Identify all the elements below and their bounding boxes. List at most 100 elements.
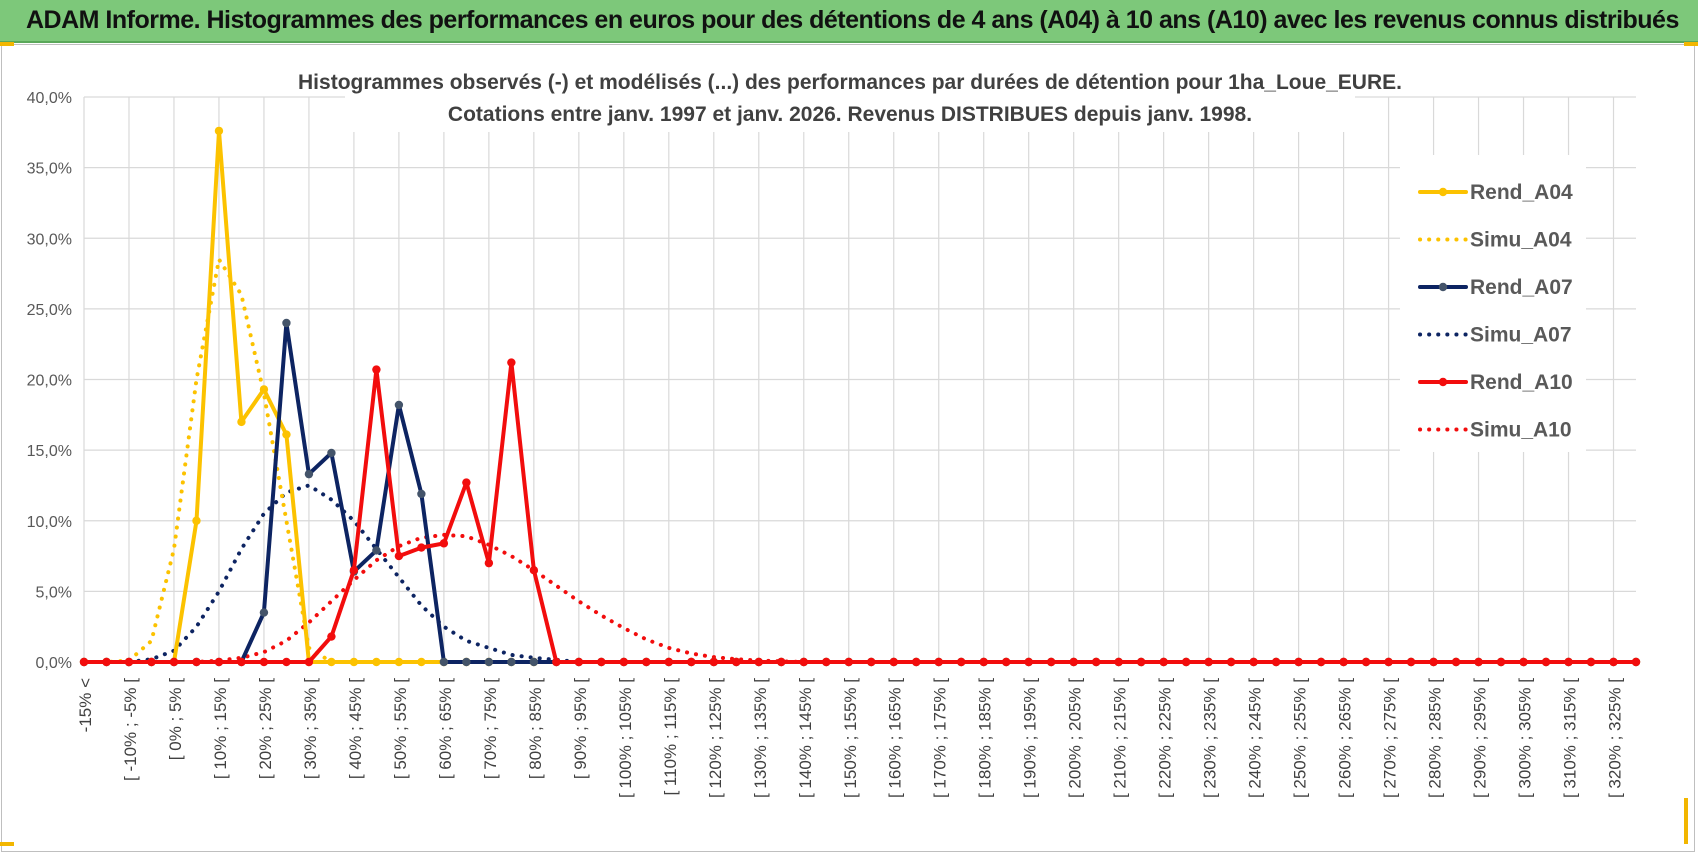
x-tick-label: [ 20% ; 25% [ bbox=[256, 678, 275, 779]
legend-label: Simu_A10 bbox=[1470, 419, 1572, 442]
data-point-rend-a04 bbox=[259, 385, 269, 394]
data-point-rend-a10 bbox=[169, 657, 179, 667]
data-point-rend-a10 bbox=[1519, 657, 1528, 667]
data-point-rend-a07 bbox=[439, 657, 449, 667]
data-point-rend-a10 bbox=[1631, 657, 1641, 667]
data-point-rend-a07 bbox=[529, 657, 539, 667]
data-point-rend-a10 bbox=[282, 657, 291, 667]
x-tick-label: [ 100% ; 105% [ bbox=[616, 678, 635, 798]
data-point-rend-a10 bbox=[1429, 657, 1438, 667]
data-point-rend-a10 bbox=[1271, 657, 1281, 667]
data-point-rend-a10 bbox=[1181, 657, 1191, 667]
data-point-rend-a07 bbox=[462, 657, 471, 667]
data-point-rend-a10 bbox=[1069, 657, 1078, 667]
data-point-rend-a10 bbox=[732, 657, 741, 667]
data-point-rend-a10 bbox=[574, 657, 584, 667]
data-point-rend-a10 bbox=[439, 539, 449, 548]
data-point-rend-a07 bbox=[484, 657, 494, 667]
data-point-rend-a10 bbox=[754, 657, 763, 667]
data-point-rend-a10 bbox=[1474, 657, 1483, 667]
data-point-rend-a10 bbox=[1541, 657, 1551, 667]
y-tick-label: 0,0% bbox=[36, 655, 72, 672]
x-tick-label: [ 320% ; 325% [ bbox=[1606, 678, 1625, 798]
data-point-rend-a10 bbox=[1226, 657, 1236, 667]
y-tick-label: 15,0% bbox=[27, 443, 72, 460]
data-point-rend-a10 bbox=[1609, 657, 1618, 667]
chart-title-background bbox=[345, 64, 1355, 132]
data-point-rend-a10 bbox=[1204, 657, 1213, 667]
chart-legend: Rend_A04 Simu_A04 Rend_A07 Simu_A07 Rend_A10… bbox=[1418, 181, 1573, 442]
data-point-rend-a04 bbox=[214, 126, 224, 136]
data-point-rend-a10 bbox=[1339, 657, 1348, 667]
x-tick-label: [ 10% ; 15% [ bbox=[211, 678, 230, 779]
data-point-rend-a04 bbox=[192, 516, 201, 525]
data-point-rend-a10 bbox=[709, 657, 718, 667]
x-tick-label: [ 80% ; 85% [ bbox=[526, 678, 545, 779]
data-point-rend-a10 bbox=[597, 657, 606, 667]
data-point-rend-a10 bbox=[1361, 657, 1371, 667]
data-point-rend-a10 bbox=[687, 657, 696, 667]
data-point-rend-a10 bbox=[1406, 657, 1416, 667]
chart-series bbox=[79, 126, 1641, 667]
data-point-rend-a10 bbox=[822, 657, 831, 667]
data-point-rend-a10 bbox=[1316, 657, 1326, 667]
y-tick-label: 30,0% bbox=[27, 231, 72, 248]
data-point-rend-a04 bbox=[282, 430, 291, 439]
x-tick-label: [ 180% ; 185% [ bbox=[976, 678, 995, 798]
data-point-rend-a10 bbox=[642, 657, 651, 667]
series-line-simu-a10 bbox=[82, 532, 1638, 664]
legend-label: Rend_A10 bbox=[1470, 371, 1573, 394]
data-point-rend-a10 bbox=[394, 551, 404, 561]
data-point-rend-a07 bbox=[417, 489, 426, 499]
chart-frame bbox=[1, 44, 1695, 852]
data-point-rend-a10 bbox=[1002, 657, 1011, 667]
data-point-rend-a10 bbox=[664, 657, 674, 667]
data-point-rend-a04 bbox=[327, 657, 336, 667]
data-point-rend-a10 bbox=[912, 657, 921, 667]
data-point-rend-a07 bbox=[394, 400, 404, 410]
data-point-rend-a07 bbox=[327, 448, 336, 458]
data-point-rend-a10 bbox=[304, 657, 314, 667]
x-tick-label: [ 170% ; 175% [ bbox=[931, 678, 950, 798]
x-tick-label: [ 210% ; 215% [ bbox=[1111, 678, 1130, 798]
data-point-rend-a10 bbox=[867, 657, 876, 667]
x-tick-label: [ 260% ; 265% [ bbox=[1336, 678, 1355, 798]
data-point-rend-a10 bbox=[237, 657, 246, 667]
y-tick-label: 20,0% bbox=[27, 373, 72, 390]
legend-label: Simu_A07 bbox=[1470, 324, 1572, 347]
data-point-rend-a04 bbox=[417, 657, 426, 667]
legend-marker bbox=[1438, 377, 1448, 387]
x-tick-label: [ 240% ; 245% [ bbox=[1246, 678, 1265, 798]
x-tick-label: [ 50% ; 55% [ bbox=[391, 678, 410, 779]
y-tick-label: 5,0% bbox=[36, 584, 72, 601]
legend-label: Simu_A04 bbox=[1470, 229, 1572, 252]
data-point-rend-a10 bbox=[889, 657, 898, 667]
data-point-rend-a10 bbox=[979, 657, 988, 667]
x-tick-label: [ 200% ; 205% [ bbox=[1066, 678, 1085, 798]
data-point-rend-a04 bbox=[394, 657, 404, 667]
data-point-rend-a10 bbox=[1091, 657, 1101, 667]
legend-marker bbox=[1438, 282, 1448, 292]
data-point-rend-a10 bbox=[777, 657, 786, 667]
legend-label: Rend_A07 bbox=[1470, 276, 1573, 299]
data-point-rend-a10 bbox=[102, 657, 111, 667]
y-axis-ticks: 0,0% 5,0% 10,0% 15,0% 20,0% 25,0% 30,0% 35,0% 40… bbox=[27, 90, 72, 672]
data-point-rend-a10 bbox=[79, 657, 89, 667]
data-point-rend-a10 bbox=[1136, 657, 1146, 667]
data-point-rend-a10 bbox=[934, 657, 943, 667]
data-point-rend-a10 bbox=[214, 657, 224, 667]
data-point-rend-a10 bbox=[417, 543, 426, 552]
data-point-rend-a10 bbox=[1024, 657, 1033, 667]
x-tick-label: [ 70% ; 75% [ bbox=[481, 678, 500, 779]
legend-label: Rend_A04 bbox=[1470, 181, 1573, 204]
x-tick-label: [ 130% ; 135% [ bbox=[751, 678, 770, 798]
x-tick-label: [ 280% ; 285% [ bbox=[1426, 678, 1445, 798]
data-point-rend-a10 bbox=[799, 657, 808, 667]
x-tick-label: [ 140% ; 145% [ bbox=[796, 678, 815, 798]
x-tick-label: [ 190% ; 195% [ bbox=[1021, 678, 1040, 798]
legend-background bbox=[1400, 155, 1586, 452]
data-point-rend-a10 bbox=[957, 657, 966, 667]
data-point-rend-a10 bbox=[462, 478, 471, 487]
data-point-rend-a10 bbox=[1114, 657, 1123, 667]
